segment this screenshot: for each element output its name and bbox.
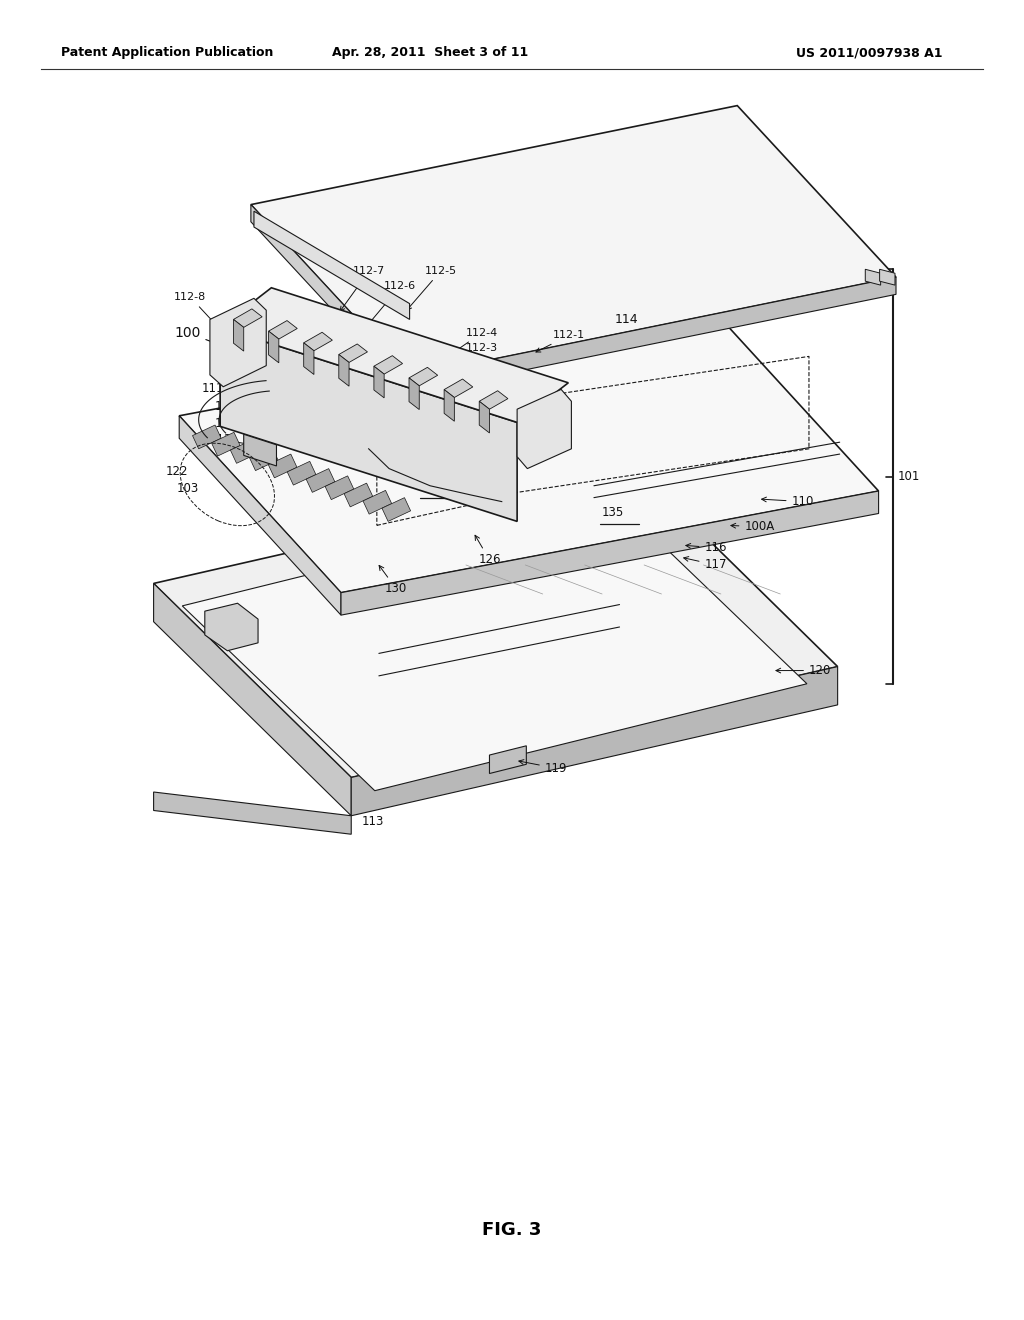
Polygon shape [351, 667, 838, 816]
Polygon shape [374, 355, 402, 374]
Polygon shape [251, 106, 896, 376]
Text: 112-5: 112-5 [407, 265, 457, 310]
Polygon shape [479, 401, 489, 433]
Polygon shape [326, 475, 354, 499]
Polygon shape [341, 491, 879, 615]
Polygon shape [254, 211, 410, 319]
Polygon shape [251, 205, 410, 393]
Text: 112-3: 112-3 [433, 343, 498, 375]
Polygon shape [268, 331, 279, 363]
Text: 126: 126 [475, 536, 501, 566]
Text: 112-1: 112-1 [536, 330, 585, 352]
Polygon shape [268, 454, 297, 478]
Text: 100: 100 [174, 326, 254, 358]
Polygon shape [210, 298, 266, 387]
Polygon shape [230, 440, 259, 463]
Text: 135: 135 [602, 506, 625, 519]
Text: 122: 122 [166, 465, 188, 478]
Text: 120: 120 [776, 664, 831, 677]
Polygon shape [339, 355, 349, 387]
Text: Apr. 28, 2011  Sheet 3 of 11: Apr. 28, 2011 Sheet 3 of 11 [332, 46, 528, 59]
Polygon shape [220, 288, 568, 422]
Polygon shape [479, 391, 508, 409]
Text: 103: 103 [177, 482, 200, 495]
Polygon shape [344, 483, 373, 507]
Polygon shape [880, 269, 895, 285]
Text: 112: 112 [210, 433, 272, 450]
Text: 112-4: 112-4 [441, 327, 498, 360]
Polygon shape [179, 314, 879, 593]
Polygon shape [517, 389, 571, 469]
Polygon shape [268, 321, 297, 339]
Polygon shape [374, 366, 384, 397]
Polygon shape [233, 319, 244, 351]
Text: 110: 110 [762, 495, 814, 508]
Polygon shape [410, 277, 896, 393]
Text: 124: 124 [215, 417, 238, 430]
Polygon shape [382, 498, 411, 521]
Polygon shape [193, 425, 221, 449]
Polygon shape [220, 327, 517, 521]
Polygon shape [444, 379, 473, 397]
Text: 128: 128 [215, 400, 238, 413]
Polygon shape [304, 333, 333, 351]
Polygon shape [364, 490, 392, 513]
Text: US 2011/0097938 A1: US 2011/0097938 A1 [796, 46, 942, 59]
Polygon shape [205, 603, 258, 651]
Text: 101: 101 [898, 470, 921, 483]
Polygon shape [287, 461, 315, 484]
Polygon shape [244, 434, 276, 466]
Text: 117: 117 [684, 557, 727, 572]
Text: 116: 116 [686, 541, 727, 554]
Polygon shape [179, 416, 341, 615]
Text: 133: 133 [422, 479, 444, 492]
Polygon shape [211, 432, 240, 455]
Text: 114: 114 [614, 313, 638, 326]
Text: 112-2: 112-2 [425, 359, 498, 391]
Text: 111: 111 [202, 381, 224, 395]
Polygon shape [339, 345, 368, 363]
Text: Patent Application Publication: Patent Application Publication [61, 46, 273, 59]
Polygon shape [182, 499, 807, 791]
Text: 100A: 100A [731, 520, 775, 533]
Polygon shape [154, 473, 838, 777]
Text: 112-7: 112-7 [340, 265, 385, 312]
Text: 119: 119 [519, 759, 567, 775]
Text: FIG. 3: FIG. 3 [482, 1221, 542, 1239]
Polygon shape [233, 309, 262, 327]
Text: 112-8: 112-8 [174, 292, 220, 330]
Polygon shape [489, 746, 526, 774]
Polygon shape [304, 343, 314, 375]
Text: 112-6: 112-6 [366, 281, 416, 327]
Polygon shape [409, 378, 419, 409]
Text: 130: 130 [379, 565, 408, 595]
Polygon shape [409, 367, 437, 385]
Polygon shape [865, 269, 881, 285]
Polygon shape [306, 469, 335, 492]
Polygon shape [250, 446, 279, 470]
Polygon shape [444, 389, 455, 421]
Polygon shape [154, 792, 351, 834]
Text: 113: 113 [361, 814, 384, 828]
Polygon shape [154, 583, 351, 816]
